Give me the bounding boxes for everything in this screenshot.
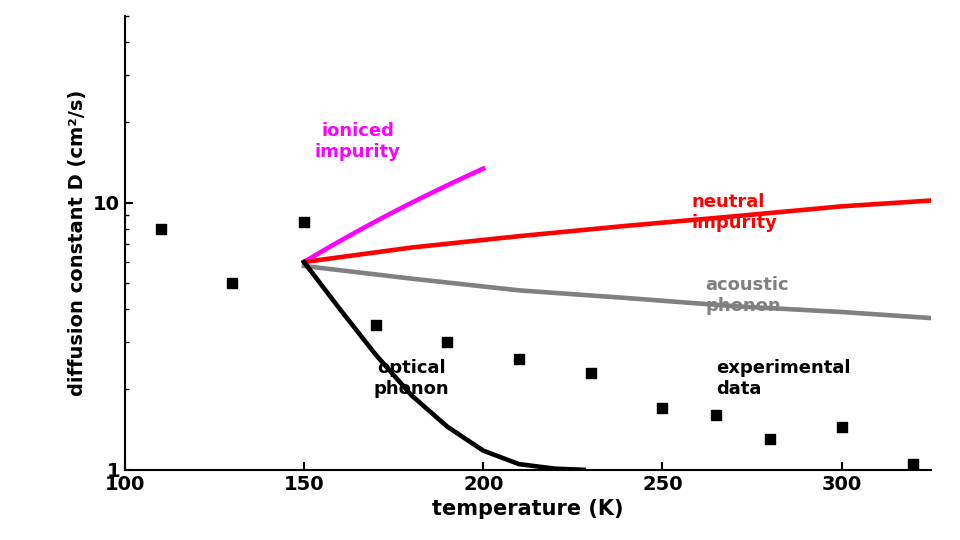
Text: optical
phonon: optical phonon: [373, 359, 449, 398]
Point: [708, 411, 724, 420]
Point: [225, 279, 240, 287]
Point: [762, 435, 778, 444]
Text: neutral
impurity: neutral impurity: [691, 193, 777, 232]
Point: [583, 369, 598, 377]
X-axis label: temperature (K): temperature (K): [432, 499, 624, 519]
Point: [655, 404, 670, 413]
Point: [512, 355, 527, 363]
Y-axis label: diffusion constant D (cm²/s): diffusion constant D (cm²/s): [68, 90, 87, 396]
Point: [834, 422, 850, 431]
Text: acoustic
phonon: acoustic phonon: [706, 276, 789, 315]
Point: [297, 217, 312, 226]
Point: [440, 338, 455, 347]
Point: [153, 224, 168, 233]
Text: experimental
data: experimental data: [716, 359, 851, 398]
Point: [905, 460, 921, 469]
Text: ioniced
impurity: ioniced impurity: [315, 122, 400, 161]
Point: [368, 320, 383, 329]
